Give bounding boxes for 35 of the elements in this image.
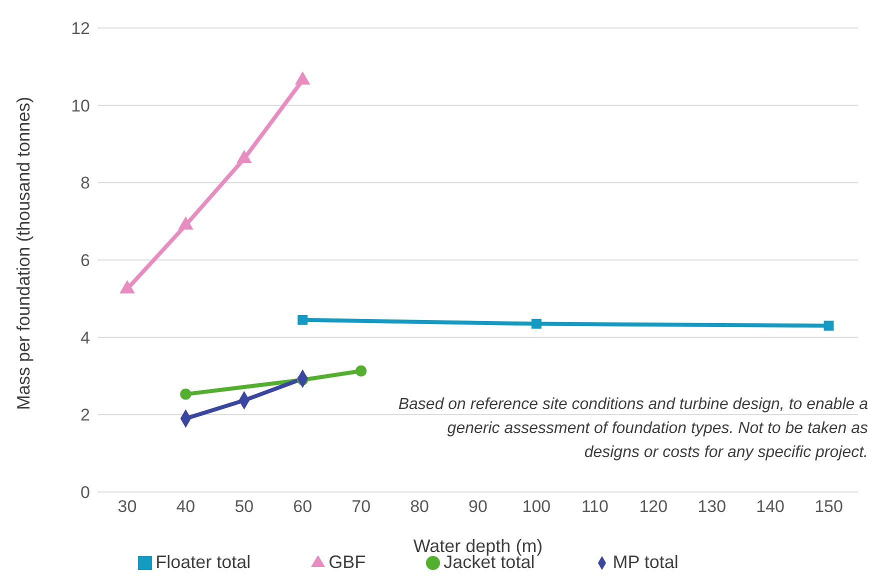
x-tick-label: 40 <box>176 497 196 516</box>
x-tick-label: 100 <box>522 497 551 516</box>
y-axis-title: Mass per foundation (thousand tonnes) <box>13 96 34 410</box>
point <box>298 314 308 325</box>
point <box>824 320 834 331</box>
point <box>236 150 252 164</box>
point <box>180 388 192 400</box>
y-tick-label: 8 <box>80 174 90 193</box>
x-tick-label: 120 <box>639 497 668 516</box>
x-tick-label: 50 <box>234 497 254 516</box>
annotation: Based on reference site conditions and turbine design, to enable a generic assessment of foundation types. Not to be taken as designs or costs for any specific project. <box>398 395 868 463</box>
x-tick-label: 110 <box>581 497 608 516</box>
x-tick-label: 70 <box>352 497 371 516</box>
x-tick-label: 30 <box>118 497 137 516</box>
point <box>178 216 193 230</box>
y-tick-label: 2 <box>80 406 90 425</box>
x-tick-label: 80 <box>410 497 429 516</box>
point <box>356 365 367 377</box>
x-tick-label: 150 <box>814 497 843 516</box>
x-tick-label: 140 <box>756 497 784 516</box>
y-tick-label: 10 <box>71 96 90 116</box>
legend-label: Floater total <box>156 552 251 572</box>
y-tick-label: 4 <box>80 328 90 348</box>
legend-label: GBF <box>328 552 366 572</box>
x-tick-label: 60 <box>293 497 312 516</box>
y-tick-label: 0 <box>80 483 90 502</box>
x-tick-label: 130 <box>698 497 726 516</box>
y-tick-label: 6 <box>80 251 90 270</box>
x-tick-label: 90 <box>468 497 488 516</box>
y-tick-label: 12 <box>71 19 90 38</box>
x-axis-title: Water depth (m) <box>413 536 543 556</box>
point <box>120 280 135 294</box>
point <box>531 318 542 329</box>
legend-label: MP total <box>612 552 678 572</box>
point <box>295 72 310 85</box>
